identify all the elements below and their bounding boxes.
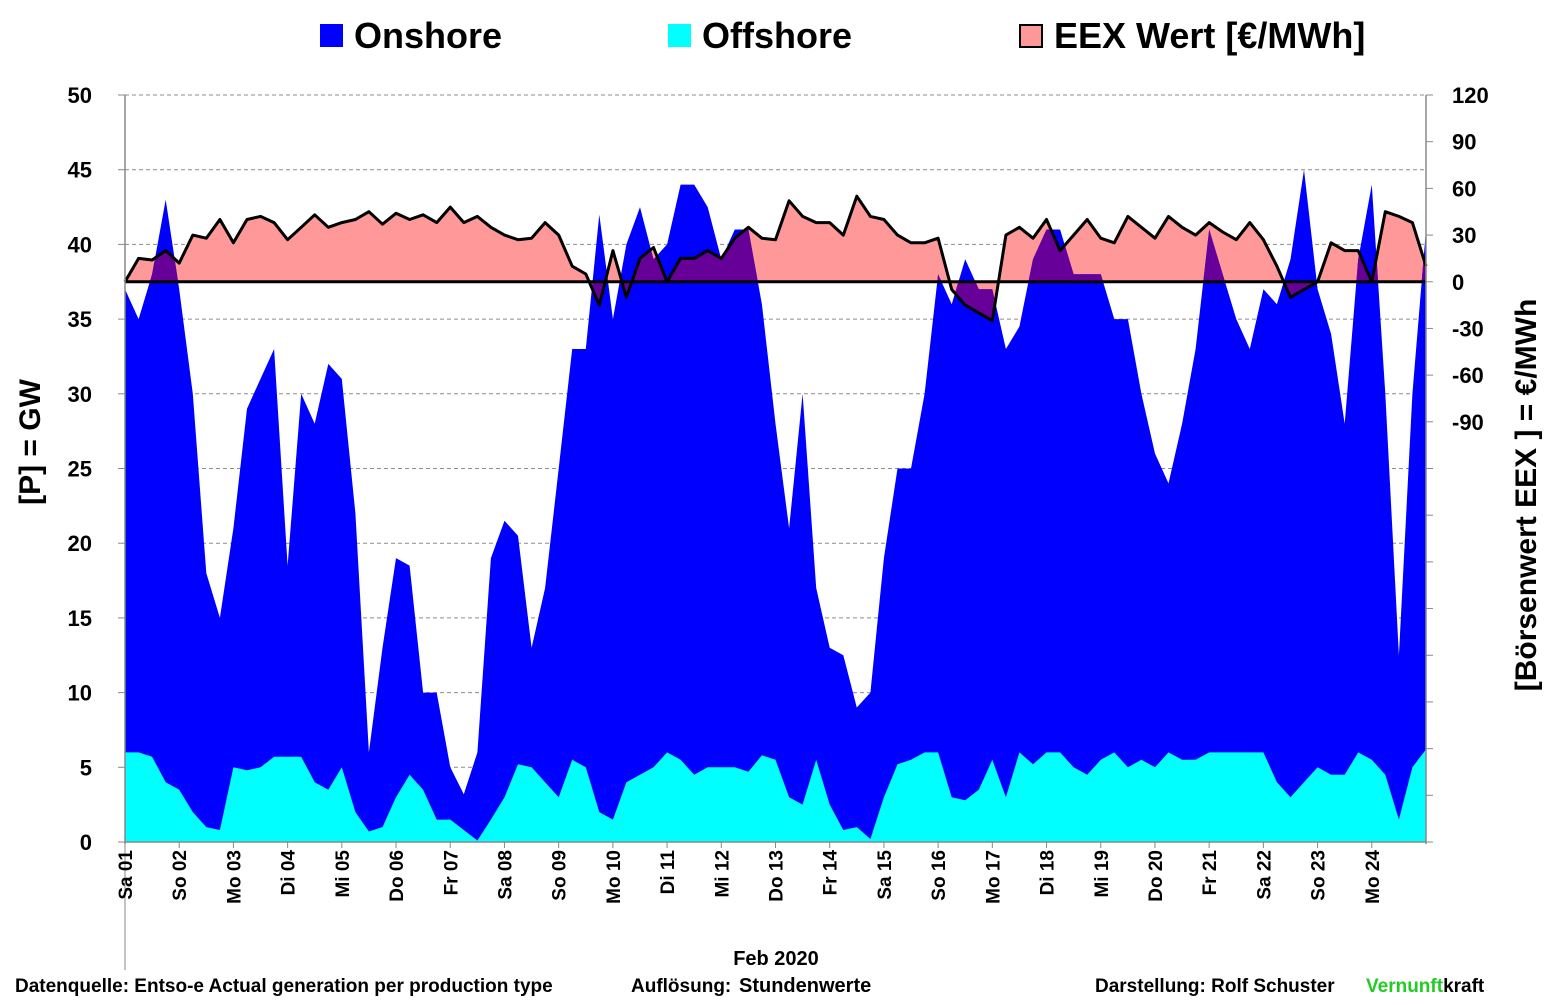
- left-tick-label: 30: [68, 382, 92, 407]
- x-tick-label: Sa 01: [116, 850, 137, 900]
- right-axis-title: [Börsenwert EEX ] = €/MWh: [1510, 299, 1543, 692]
- x-tick-label: Mo 24: [1363, 850, 1384, 904]
- right-tick-label: 60: [1452, 176, 1476, 201]
- x-tick-label: Do 20: [1146, 850, 1167, 902]
- x-tick-label: Mo 03: [224, 850, 245, 904]
- legend-swatch-offshore: [668, 24, 691, 47]
- legend-label-offshore: Offshore: [702, 15, 852, 56]
- x-tick-label: So 09: [550, 850, 571, 901]
- x-tick-label: So 23: [1309, 850, 1330, 901]
- left-tick-label: 0: [80, 830, 92, 855]
- footer: Datenquelle: Entso-e Actual generation p…: [15, 975, 1485, 997]
- legend-label-onshore: Onshore: [354, 15, 502, 56]
- left-tick-label: 20: [68, 531, 92, 556]
- x-tick-label: So 02: [170, 850, 191, 901]
- onshore-area: [125, 169, 1426, 842]
- left-tick-label: 50: [68, 83, 92, 108]
- footer-source: Datenquelle: Entso-e Actual generation p…: [15, 976, 553, 997]
- eex-price-area: [125, 196, 1426, 321]
- left-tick-label: 10: [68, 681, 92, 706]
- right-tick-label: 0: [1452, 270, 1464, 295]
- left-axis-title: [P] = GW: [14, 378, 47, 505]
- footer-brand: Vernunftkraft: [1366, 976, 1485, 997]
- x-tick-label: Di 18: [1038, 850, 1059, 895]
- x-tick-label: Do 13: [767, 850, 788, 902]
- x-axis-title: Feb 2020: [733, 948, 819, 970]
- x-tick-label: So 16: [929, 850, 950, 901]
- footer-resolution-value: Stundenwerte: [739, 975, 871, 997]
- x-tick-label: Fr 07: [441, 850, 462, 895]
- right-tick-label: 30: [1452, 223, 1476, 248]
- right-tick-label: -90: [1452, 410, 1484, 435]
- left-tick-label: 15: [68, 606, 92, 631]
- left-tick-label: 35: [68, 307, 92, 332]
- legend-swatch-onshore: [320, 24, 343, 47]
- x-tick-label: Sa 15: [875, 850, 896, 900]
- x-tick-label: Di 04: [279, 850, 300, 896]
- x-tick-label: Mo 17: [983, 850, 1004, 904]
- brand-green: Vernunft: [1366, 976, 1444, 997]
- x-tick-label: Fr 21: [1200, 850, 1221, 896]
- left-tick-label: 40: [68, 232, 92, 257]
- plot-area: [123, 169, 1428, 842]
- legend-label-eex: EEX Wert [€/MWh]: [1054, 15, 1365, 56]
- right-tick-label: 90: [1452, 130, 1476, 155]
- x-tick-label: Fr 14: [821, 850, 842, 896]
- footer-author: Darstellung: Rolf Schuster: [1095, 976, 1335, 997]
- x-tick-label: Di 11: [658, 850, 679, 895]
- left-tick-label: 25: [68, 457, 92, 482]
- x-tick-label: Mi 05: [333, 850, 354, 898]
- x-tick-label: Mi 12: [712, 850, 733, 898]
- left-tick-label: 5: [80, 755, 92, 780]
- right-tick-label: -30: [1452, 316, 1484, 341]
- brand-black: kraft: [1443, 976, 1485, 997]
- axes: 0 5 10 15 20 25 30 35 40 45 50 120 90 60 30 0 -30 -60 -90 S…: [68, 83, 1489, 970]
- x-tick-label: Mo 10: [604, 850, 625, 904]
- x-tick-label: Do 06: [387, 850, 408, 902]
- footer-resolution-label: Auflösung:: [631, 976, 731, 997]
- right-tick-label: -60: [1452, 363, 1484, 388]
- right-tick-label: 120: [1452, 83, 1489, 108]
- offshore-area: [125, 749, 1426, 842]
- x-tick-label: Sa 08: [496, 850, 517, 900]
- x-tick-label: Mi 19: [1092, 850, 1113, 898]
- legend-swatch-eex: [1019, 24, 1043, 48]
- legend: Onshore Offshore EEX Wert [€/MWh]: [320, 15, 1365, 56]
- eex-price-line: [123, 194, 1428, 323]
- left-tick-label: 45: [68, 158, 92, 183]
- x-tick-label: Sa 22: [1254, 850, 1275, 900]
